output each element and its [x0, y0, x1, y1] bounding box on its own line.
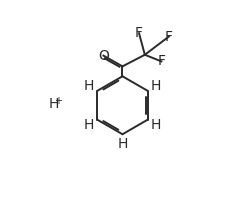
Text: O: O	[98, 49, 109, 63]
Text: H: H	[49, 97, 59, 111]
Text: H: H	[151, 79, 161, 93]
Text: F: F	[158, 54, 165, 68]
Text: H: H	[84, 79, 94, 93]
Text: H: H	[84, 118, 94, 132]
Text: H: H	[151, 118, 161, 132]
Text: +: +	[54, 97, 62, 106]
Text: F: F	[135, 26, 143, 40]
Text: H: H	[117, 137, 128, 151]
Text: F: F	[165, 29, 173, 44]
